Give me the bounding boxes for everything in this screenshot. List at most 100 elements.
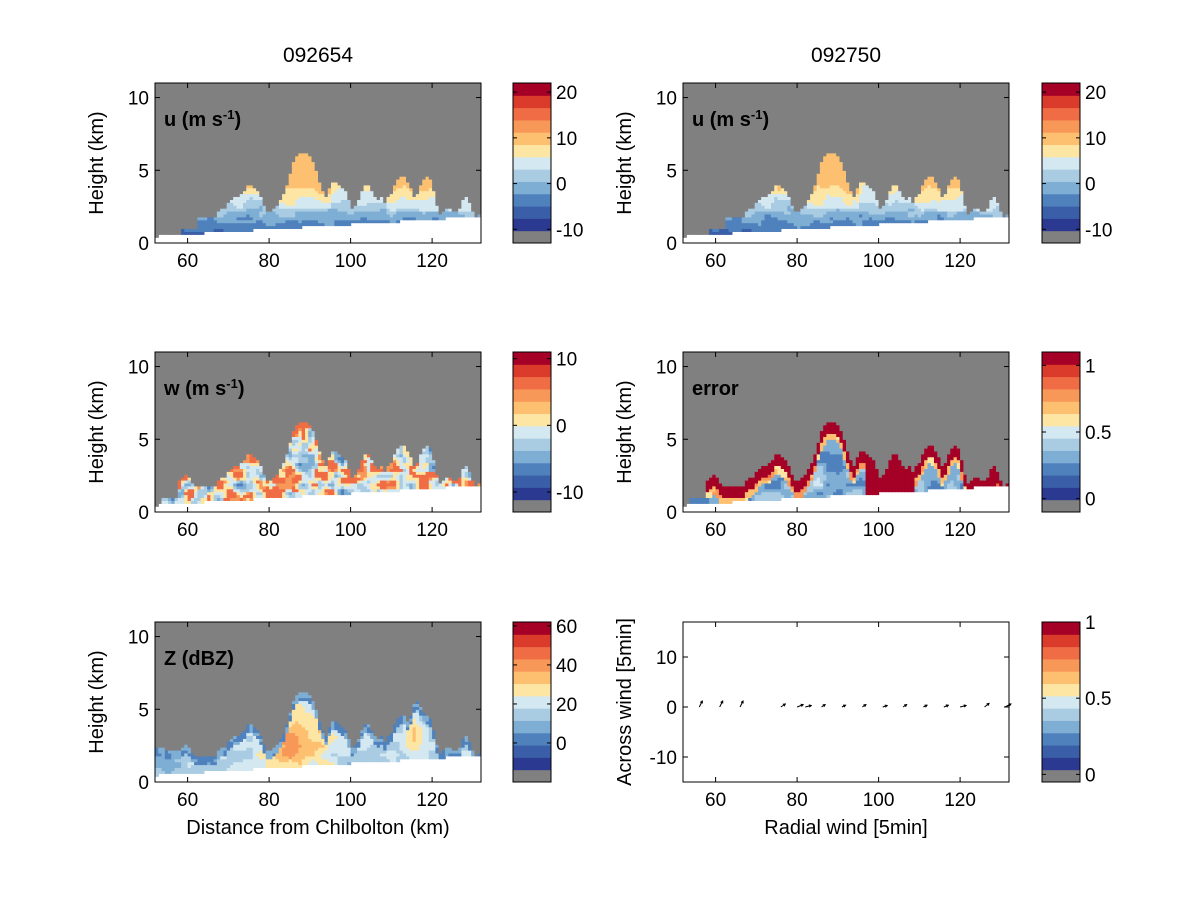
cell bbox=[422, 120, 427, 125]
cell bbox=[425, 170, 430, 174]
cell bbox=[379, 112, 384, 116]
cell bbox=[383, 173, 388, 177]
cell bbox=[321, 109, 326, 113]
cell bbox=[383, 120, 388, 125]
cell bbox=[161, 190, 166, 195]
cell bbox=[396, 196, 401, 200]
cell bbox=[406, 85, 410, 90]
cell bbox=[230, 129, 234, 133]
cell bbox=[187, 208, 192, 212]
cell bbox=[419, 123, 423, 128]
cell bbox=[181, 199, 185, 203]
cell bbox=[285, 179, 290, 183]
cell bbox=[451, 88, 456, 93]
cell bbox=[471, 141, 476, 145]
cell bbox=[402, 173, 407, 177]
cell bbox=[249, 161, 254, 165]
cell bbox=[197, 100, 202, 104]
cell bbox=[350, 117, 355, 122]
cell bbox=[291, 97, 296, 101]
cell bbox=[187, 222, 192, 227]
cell bbox=[181, 176, 185, 180]
cell bbox=[256, 144, 260, 148]
cell bbox=[275, 144, 280, 148]
cell bbox=[301, 199, 306, 203]
cell bbox=[477, 164, 481, 168]
cell bbox=[464, 196, 469, 200]
cell bbox=[432, 184, 436, 189]
cell bbox=[236, 202, 241, 206]
cell bbox=[360, 144, 365, 148]
cell bbox=[321, 173, 326, 177]
cell bbox=[239, 144, 244, 148]
cell bbox=[370, 167, 375, 171]
cell bbox=[233, 100, 238, 104]
cell bbox=[419, 83, 423, 87]
cell bbox=[171, 149, 176, 154]
cell bbox=[337, 173, 342, 177]
cell bbox=[164, 225, 169, 229]
cell bbox=[278, 115, 283, 119]
cell bbox=[376, 193, 381, 197]
cell bbox=[422, 144, 427, 148]
cell bbox=[220, 144, 225, 148]
cell bbox=[295, 106, 300, 110]
cell bbox=[288, 126, 293, 131]
cell bbox=[194, 184, 198, 189]
cell bbox=[285, 109, 290, 113]
cell bbox=[158, 88, 163, 93]
cell bbox=[282, 123, 286, 128]
cell bbox=[344, 129, 348, 133]
cell bbox=[158, 152, 163, 157]
cell bbox=[379, 184, 384, 189]
cell bbox=[256, 147, 260, 151]
cell bbox=[265, 208, 270, 212]
cell bbox=[344, 222, 348, 227]
cell bbox=[213, 205, 218, 209]
cell bbox=[337, 196, 342, 200]
cell bbox=[249, 202, 254, 206]
cell bbox=[360, 155, 365, 160]
cell bbox=[347, 170, 352, 174]
cell bbox=[360, 149, 365, 154]
cell bbox=[272, 219, 277, 224]
cell bbox=[256, 117, 260, 122]
cell bbox=[379, 126, 384, 131]
cell bbox=[272, 196, 277, 200]
cell bbox=[161, 120, 166, 125]
cell bbox=[445, 103, 449, 107]
cell bbox=[379, 123, 384, 128]
cell bbox=[396, 147, 401, 151]
cell bbox=[301, 117, 306, 122]
cell bbox=[226, 219, 231, 224]
cell bbox=[435, 211, 440, 215]
cell bbox=[370, 126, 375, 131]
cell bbox=[168, 123, 172, 128]
cell bbox=[344, 158, 348, 163]
cell bbox=[164, 91, 169, 96]
cell bbox=[239, 103, 244, 107]
cell bbox=[275, 126, 280, 131]
cell bbox=[321, 103, 326, 107]
cell bbox=[357, 126, 361, 131]
cell bbox=[353, 129, 358, 133]
cell bbox=[207, 205, 212, 209]
cell bbox=[402, 196, 407, 200]
cell bbox=[396, 144, 401, 148]
cell bbox=[386, 219, 391, 224]
cell bbox=[216, 120, 221, 125]
cell bbox=[471, 205, 476, 209]
cell bbox=[265, 184, 270, 189]
cell bbox=[210, 228, 215, 232]
cell bbox=[409, 135, 414, 139]
cell bbox=[396, 129, 401, 133]
cell bbox=[399, 109, 404, 113]
cell bbox=[474, 190, 479, 195]
cell bbox=[324, 129, 329, 133]
cell bbox=[184, 100, 189, 104]
cell bbox=[373, 120, 378, 125]
cell bbox=[464, 123, 469, 128]
cell bbox=[265, 176, 270, 180]
cell bbox=[448, 103, 453, 107]
cell bbox=[441, 132, 446, 136]
